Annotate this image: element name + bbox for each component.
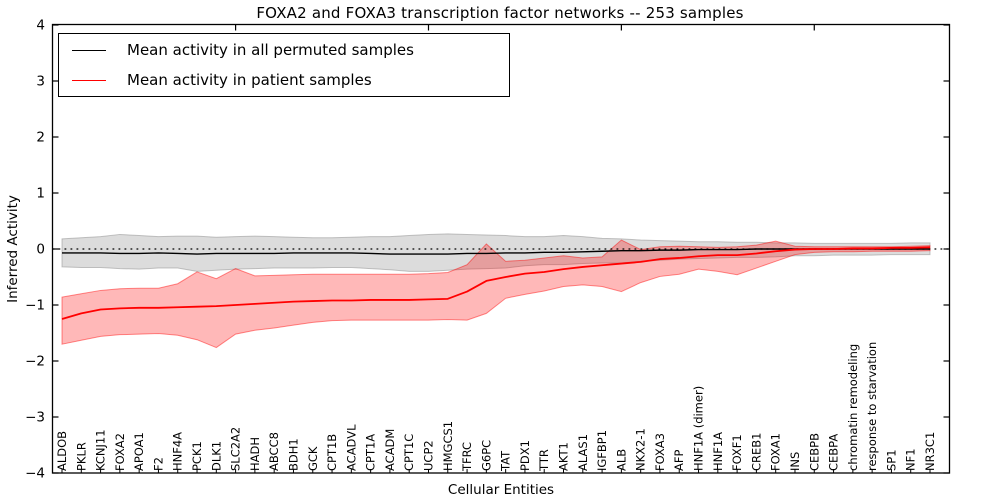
x-tick-label: response to starvation (865, 342, 879, 471)
x-tick-label: HMGCS1 (441, 421, 455, 471)
x-tick-label: ALDOB (55, 431, 69, 471)
x-tick-label: BDH1 (286, 438, 300, 471)
x-tick-label: SP1 (884, 449, 898, 471)
x-tick-label: INS (788, 452, 802, 471)
y-tick-label: −1 (25, 298, 45, 314)
y-tick-label: 1 (36, 186, 45, 202)
x-tick-label: FOXA3 (653, 433, 667, 471)
x-tick-label: KCNJ11 (94, 429, 108, 471)
x-tick-label: AKT1 (557, 442, 571, 471)
x-tick-label: CPT1C (402, 434, 416, 471)
x-tick-label: HNF4A (171, 432, 185, 471)
x-tick-label: NR3C1 (923, 432, 937, 471)
x-tick-label: ALB (614, 449, 628, 471)
x-tick-label: GCK (306, 446, 320, 471)
x-tick-label: HNF1A (dimer) (692, 386, 706, 471)
x-tick-label: UCP2 (421, 440, 435, 471)
x-tick-label: ABCC8 (267, 432, 281, 471)
y-tick-label: −2 (25, 354, 45, 370)
x-tick-label: chromatin remodeling (846, 344, 860, 471)
legend: Mean activity in all permuted samples Me… (58, 33, 510, 97)
x-tick-label: G6PC (479, 440, 493, 471)
y-tick-label: 4 (36, 18, 45, 34)
x-tick-label: ALAS1 (576, 434, 590, 471)
x-tick-label: SLC2A2 (229, 427, 243, 471)
legend-item-patient: Mean activity in patient samples (59, 66, 509, 94)
y-tick-label: 0 (36, 242, 45, 258)
x-axis-label: Cellular Entities (447, 482, 555, 498)
x-tick-label: TTR (537, 449, 551, 472)
x-tick-label: CPT1A (364, 434, 378, 471)
patient-mean-line (61, 246, 931, 320)
legend-item-permuted: Mean activity in all permuted samples (59, 36, 509, 64)
x-tick-label: IGFBP1 (595, 430, 609, 471)
legend-line-sample-black (72, 49, 106, 51)
x-tick-label: TFRC (460, 442, 474, 472)
y-tick-label: 3 (36, 74, 45, 90)
x-tick-label: CEBPA (827, 434, 841, 471)
legend-line-sample-red (72, 79, 106, 81)
x-tick-label: HNF1A (711, 432, 725, 471)
x-tick-label: PKLR (74, 442, 88, 471)
x-tick-label: NF1 (904, 448, 918, 471)
x-tick-label: F2 (151, 457, 165, 471)
x-tick-label: FOXA2 (113, 433, 127, 471)
legend-label: Mean activity in all permuted samples (127, 41, 414, 59)
x-tick-label: CPT1B (325, 434, 339, 471)
legend-label: Mean activity in patient samples (127, 71, 372, 89)
x-tick-label: HADH (248, 437, 262, 471)
patient-band (61, 239, 931, 349)
x-tick-label: PCK1 (190, 441, 204, 471)
x-tick-label: ACADM (383, 429, 397, 471)
x-tick-label: TAT (499, 450, 513, 472)
x-tick-label: FOXF1 (730, 434, 744, 471)
x-tick-label: FOXA1 (769, 433, 783, 471)
x-tick-label: APOA1 (132, 432, 146, 471)
x-tick-label: ACADVL (344, 424, 358, 471)
chart-title: FOXA2 and FOXA3 transcription factor net… (256, 4, 744, 22)
x-tick-label: CREB1 (749, 433, 763, 472)
y-axis-label: Inferred Activity (5, 195, 21, 303)
permuted-mean-line (62, 248, 930, 255)
x-tick-label: CEBPB (807, 433, 821, 471)
x-tick-label: NKX2-1 (634, 428, 648, 471)
x-tick-label: DLK1 (209, 441, 223, 471)
x-tick-label: PDX1 (518, 440, 532, 471)
y-tick-label: −3 (25, 410, 45, 426)
y-tick-label: −4 (25, 466, 45, 482)
x-tick-label: AFP (672, 450, 686, 471)
y-tick-label: 2 (36, 130, 45, 146)
